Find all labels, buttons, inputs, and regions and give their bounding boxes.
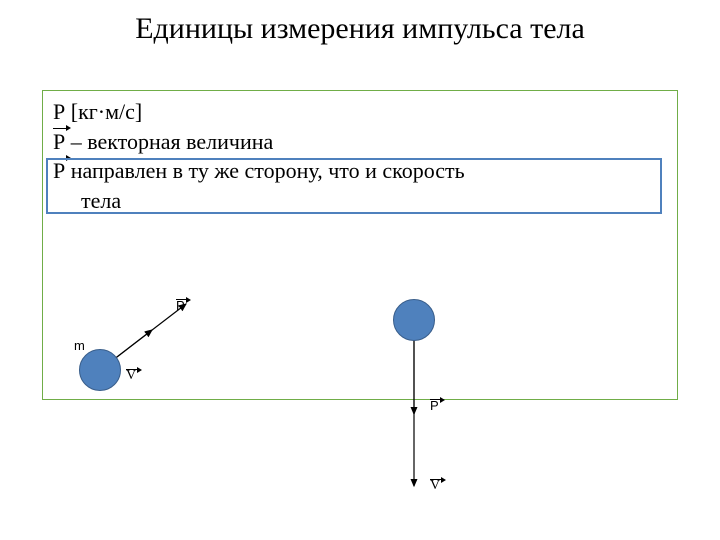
p-label-right: P [430, 398, 439, 413]
v-label-right: V [430, 478, 440, 494]
ball-right [393, 299, 435, 341]
p-vector-label-right: P [430, 398, 439, 413]
arrow-short-right [0, 0, 720, 540]
v-vector-label-right: V [430, 478, 440, 494]
